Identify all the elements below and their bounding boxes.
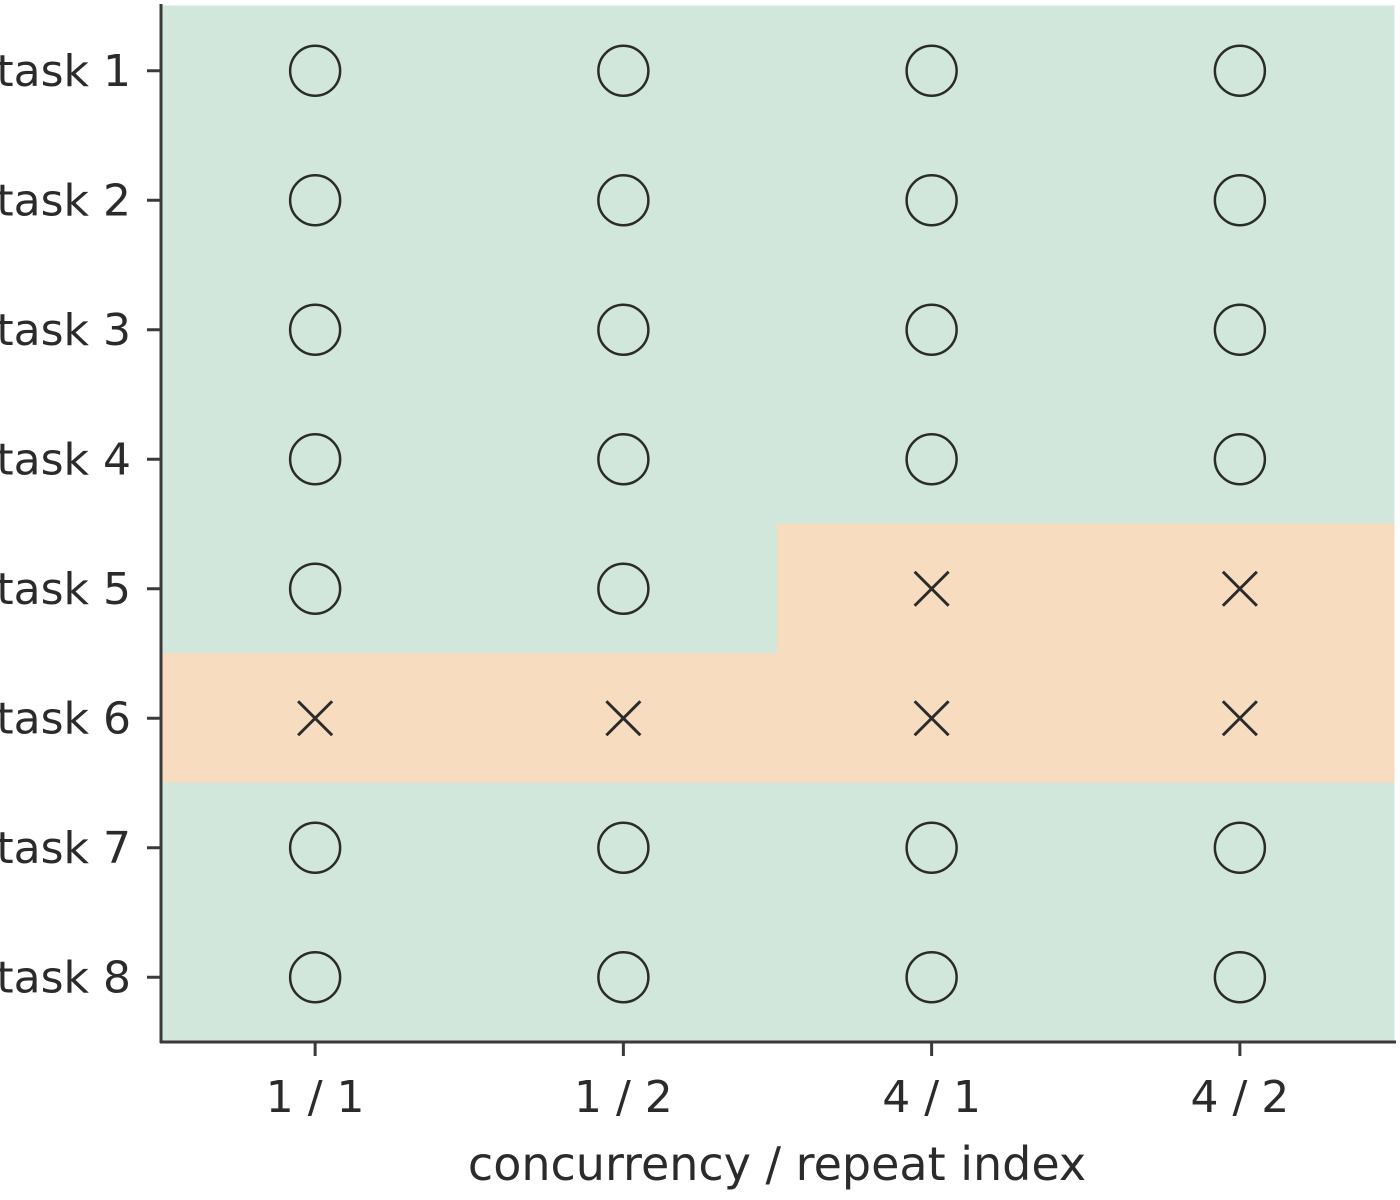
y-tick-label: task 3 [0,305,131,356]
y-tick-label: task 7 [0,823,131,874]
heatmap-cell-pass [777,264,1087,395]
pass-circle-marker [288,174,342,227]
heatmap-cell-pass [160,394,470,525]
pass-circle-marker [905,821,958,874]
y-tick-label: task 8 [0,952,131,1003]
heatmap-cell-pass [468,135,778,266]
x-axis-title: concurrency / repeat index [468,1137,1086,1191]
pass-circle-marker [288,562,342,615]
heatmap-cell-pass [468,264,778,395]
x-tick-label: 1 / 2 [574,1072,673,1123]
heatmap-cell-pass [160,135,470,266]
pass-circle-marker [597,44,650,97]
heatmap-cell-pass [468,394,778,525]
heatmap-cell-pass [468,523,778,654]
pass-circle-marker [1213,951,1267,1004]
heatmap-cell-pass [468,912,778,1043]
pass-circle-marker [288,303,342,356]
x-tick-label: 1 / 1 [266,1072,365,1123]
pass-circle-marker [597,303,650,356]
y-tick-label: task 2 [0,175,131,226]
pass-circle-marker [905,44,958,97]
pass-circle-marker [1213,821,1267,874]
pass-circle-marker [1213,433,1267,486]
pass-circle-marker [288,44,342,97]
heatmap-cell-pass [1085,135,1395,266]
pass-circle-marker [288,951,342,1004]
fail-cross-marker [913,570,950,607]
heatmap-cell-pass [1085,912,1395,1043]
pass-circle-marker [1213,303,1267,356]
heatmap-cell-pass [468,5,778,136]
pass-circle-marker [597,174,650,227]
heatmap-cell-pass [160,5,470,136]
axes [147,4,1396,1056]
heatmap-cell-pass [1085,782,1395,913]
pass-circle-marker [597,433,650,486]
x-tick-label: 4 / 2 [1190,1072,1289,1123]
pass-circle-marker [288,821,342,874]
y-tick-label: task 1 [0,46,131,97]
pass-circle-marker [905,951,958,1004]
heatmap-cell-pass [777,135,1087,266]
heatmap-cell-pass [160,912,470,1043]
fail-cross-marker [1221,570,1258,607]
heatmap-cell-pass [777,5,1087,136]
heatmap-cell-pass [777,394,1087,525]
status-markers [288,44,1267,1004]
tick-labels: task 1 task 2 task 3 task 4 task 5 task 6 task… [0,46,1289,1123]
pass-circle-marker [1213,174,1267,227]
y-tick-label: task 4 [0,434,131,485]
fail-cross-marker [1221,700,1258,737]
pass-circle-marker [905,433,958,486]
heatmap-cell-pass [1085,264,1395,395]
heatmap-cells [160,5,1395,1043]
fail-cross-marker [297,700,334,737]
pass-circle-marker [1213,44,1267,97]
pass-circle-marker [597,562,650,615]
heatmap-cell-pass [468,782,778,913]
pass-circle-marker [288,433,342,486]
heatmap-cell-pass [160,264,470,395]
fail-cross-marker [605,700,642,737]
heatmap-cell-pass [777,912,1087,1043]
pass-circle-marker [905,303,958,356]
y-tick-label: task 6 [0,693,131,744]
pass-circle-marker [905,174,958,227]
y-tick-label: task 5 [0,564,131,615]
heatmap-cell-pass [160,523,470,654]
heatmap-cell-pass [1085,394,1395,525]
heatmap-cell-pass [1085,5,1395,136]
fail-cross-marker [913,700,950,737]
heatmap-cell-pass [777,782,1087,913]
pass-circle-marker [597,951,650,1004]
pass-circle-marker [597,821,650,874]
heatmap-cell-pass [160,782,470,913]
x-tick-label: 4 / 1 [882,1072,981,1123]
